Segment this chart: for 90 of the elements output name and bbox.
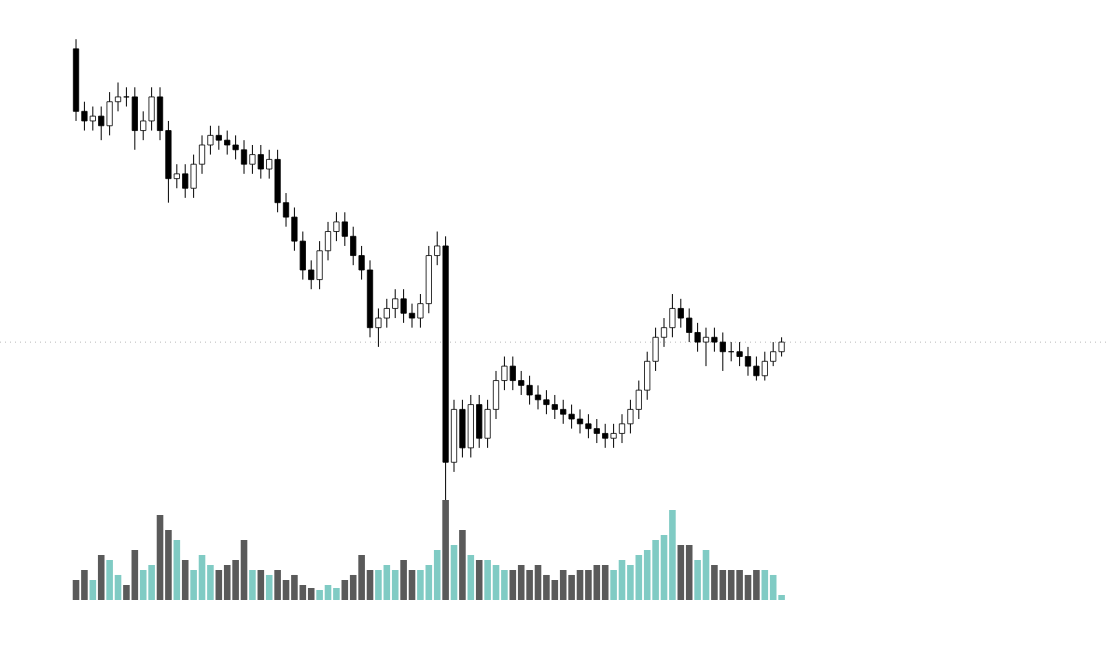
bar	[442, 499, 449, 600]
bar	[719, 569, 727, 600]
bar	[601, 564, 609, 600]
bar	[761, 569, 769, 600]
bar	[744, 574, 752, 600]
bar	[568, 574, 575, 600]
bar	[585, 569, 592, 600]
candlestick	[618, 413, 626, 444]
candlestick	[459, 399, 466, 458]
candlestick	[744, 346, 752, 377]
candlestick	[400, 288, 407, 324]
candlestick	[526, 375, 533, 406]
bar	[257, 569, 265, 600]
bar	[341, 579, 349, 600]
candlestick	[543, 389, 550, 415]
bar	[753, 569, 760, 600]
bar	[97, 554, 105, 600]
bar	[685, 544, 693, 600]
bar	[89, 579, 97, 600]
bar	[131, 549, 139, 600]
bar	[274, 569, 281, 600]
bar	[559, 569, 567, 600]
bar	[181, 559, 189, 600]
candlestick	[778, 336, 785, 358]
candlestick	[610, 423, 617, 449]
bar	[702, 549, 710, 600]
bar	[333, 587, 340, 600]
bar	[484, 559, 491, 600]
bar	[249, 569, 256, 600]
candlestick	[568, 404, 575, 430]
bar	[769, 574, 777, 600]
bar	[517, 564, 525, 600]
bar	[223, 564, 231, 600]
candlestick	[408, 303, 416, 329]
bar	[215, 569, 223, 600]
bar	[593, 564, 601, 600]
bar	[450, 544, 458, 600]
bar	[383, 564, 391, 600]
bar	[526, 569, 533, 600]
candlestick	[534, 384, 542, 410]
bar	[534, 564, 542, 600]
bar	[391, 569, 399, 600]
bar	[198, 554, 206, 600]
bar	[240, 539, 248, 600]
bar	[291, 574, 298, 600]
bar	[265, 574, 273, 600]
bar	[669, 509, 676, 600]
bar	[727, 569, 735, 600]
candlestick	[669, 293, 676, 338]
bar	[106, 559, 113, 600]
bar	[358, 554, 365, 600]
bar	[652, 539, 659, 600]
candlestick	[753, 356, 760, 382]
bar	[316, 589, 323, 600]
bar	[156, 514, 164, 600]
candlestick	[702, 327, 710, 367]
bar	[307, 587, 315, 600]
candlestick	[719, 331, 726, 372]
candlestick	[274, 149, 281, 213]
candlestick	[736, 341, 743, 367]
candlestick	[249, 144, 256, 175]
bar	[467, 554, 475, 600]
bar	[509, 569, 517, 600]
candlestick	[694, 322, 701, 353]
bar	[635, 554, 643, 600]
bar	[459, 529, 466, 600]
bar	[736, 569, 743, 600]
bar	[324, 584, 332, 600]
candlestick	[106, 91, 113, 136]
candlestick	[576, 408, 584, 434]
candlestick	[240, 139, 248, 175]
bar	[576, 569, 584, 600]
candlestick	[232, 134, 239, 160]
bar	[400, 559, 407, 600]
candlestick	[148, 86, 155, 132]
bar	[677, 544, 685, 600]
bar	[81, 569, 88, 600]
bar	[501, 569, 508, 600]
candlestick	[711, 327, 718, 353]
bar	[492, 564, 500, 600]
bar	[417, 569, 424, 600]
candlestick	[585, 413, 592, 439]
bar	[433, 549, 441, 600]
bar	[139, 569, 147, 600]
bar	[711, 564, 718, 600]
bar	[618, 559, 626, 600]
bar	[173, 539, 181, 600]
bar	[475, 559, 483, 600]
bar	[375, 569, 382, 600]
bar	[148, 564, 155, 600]
